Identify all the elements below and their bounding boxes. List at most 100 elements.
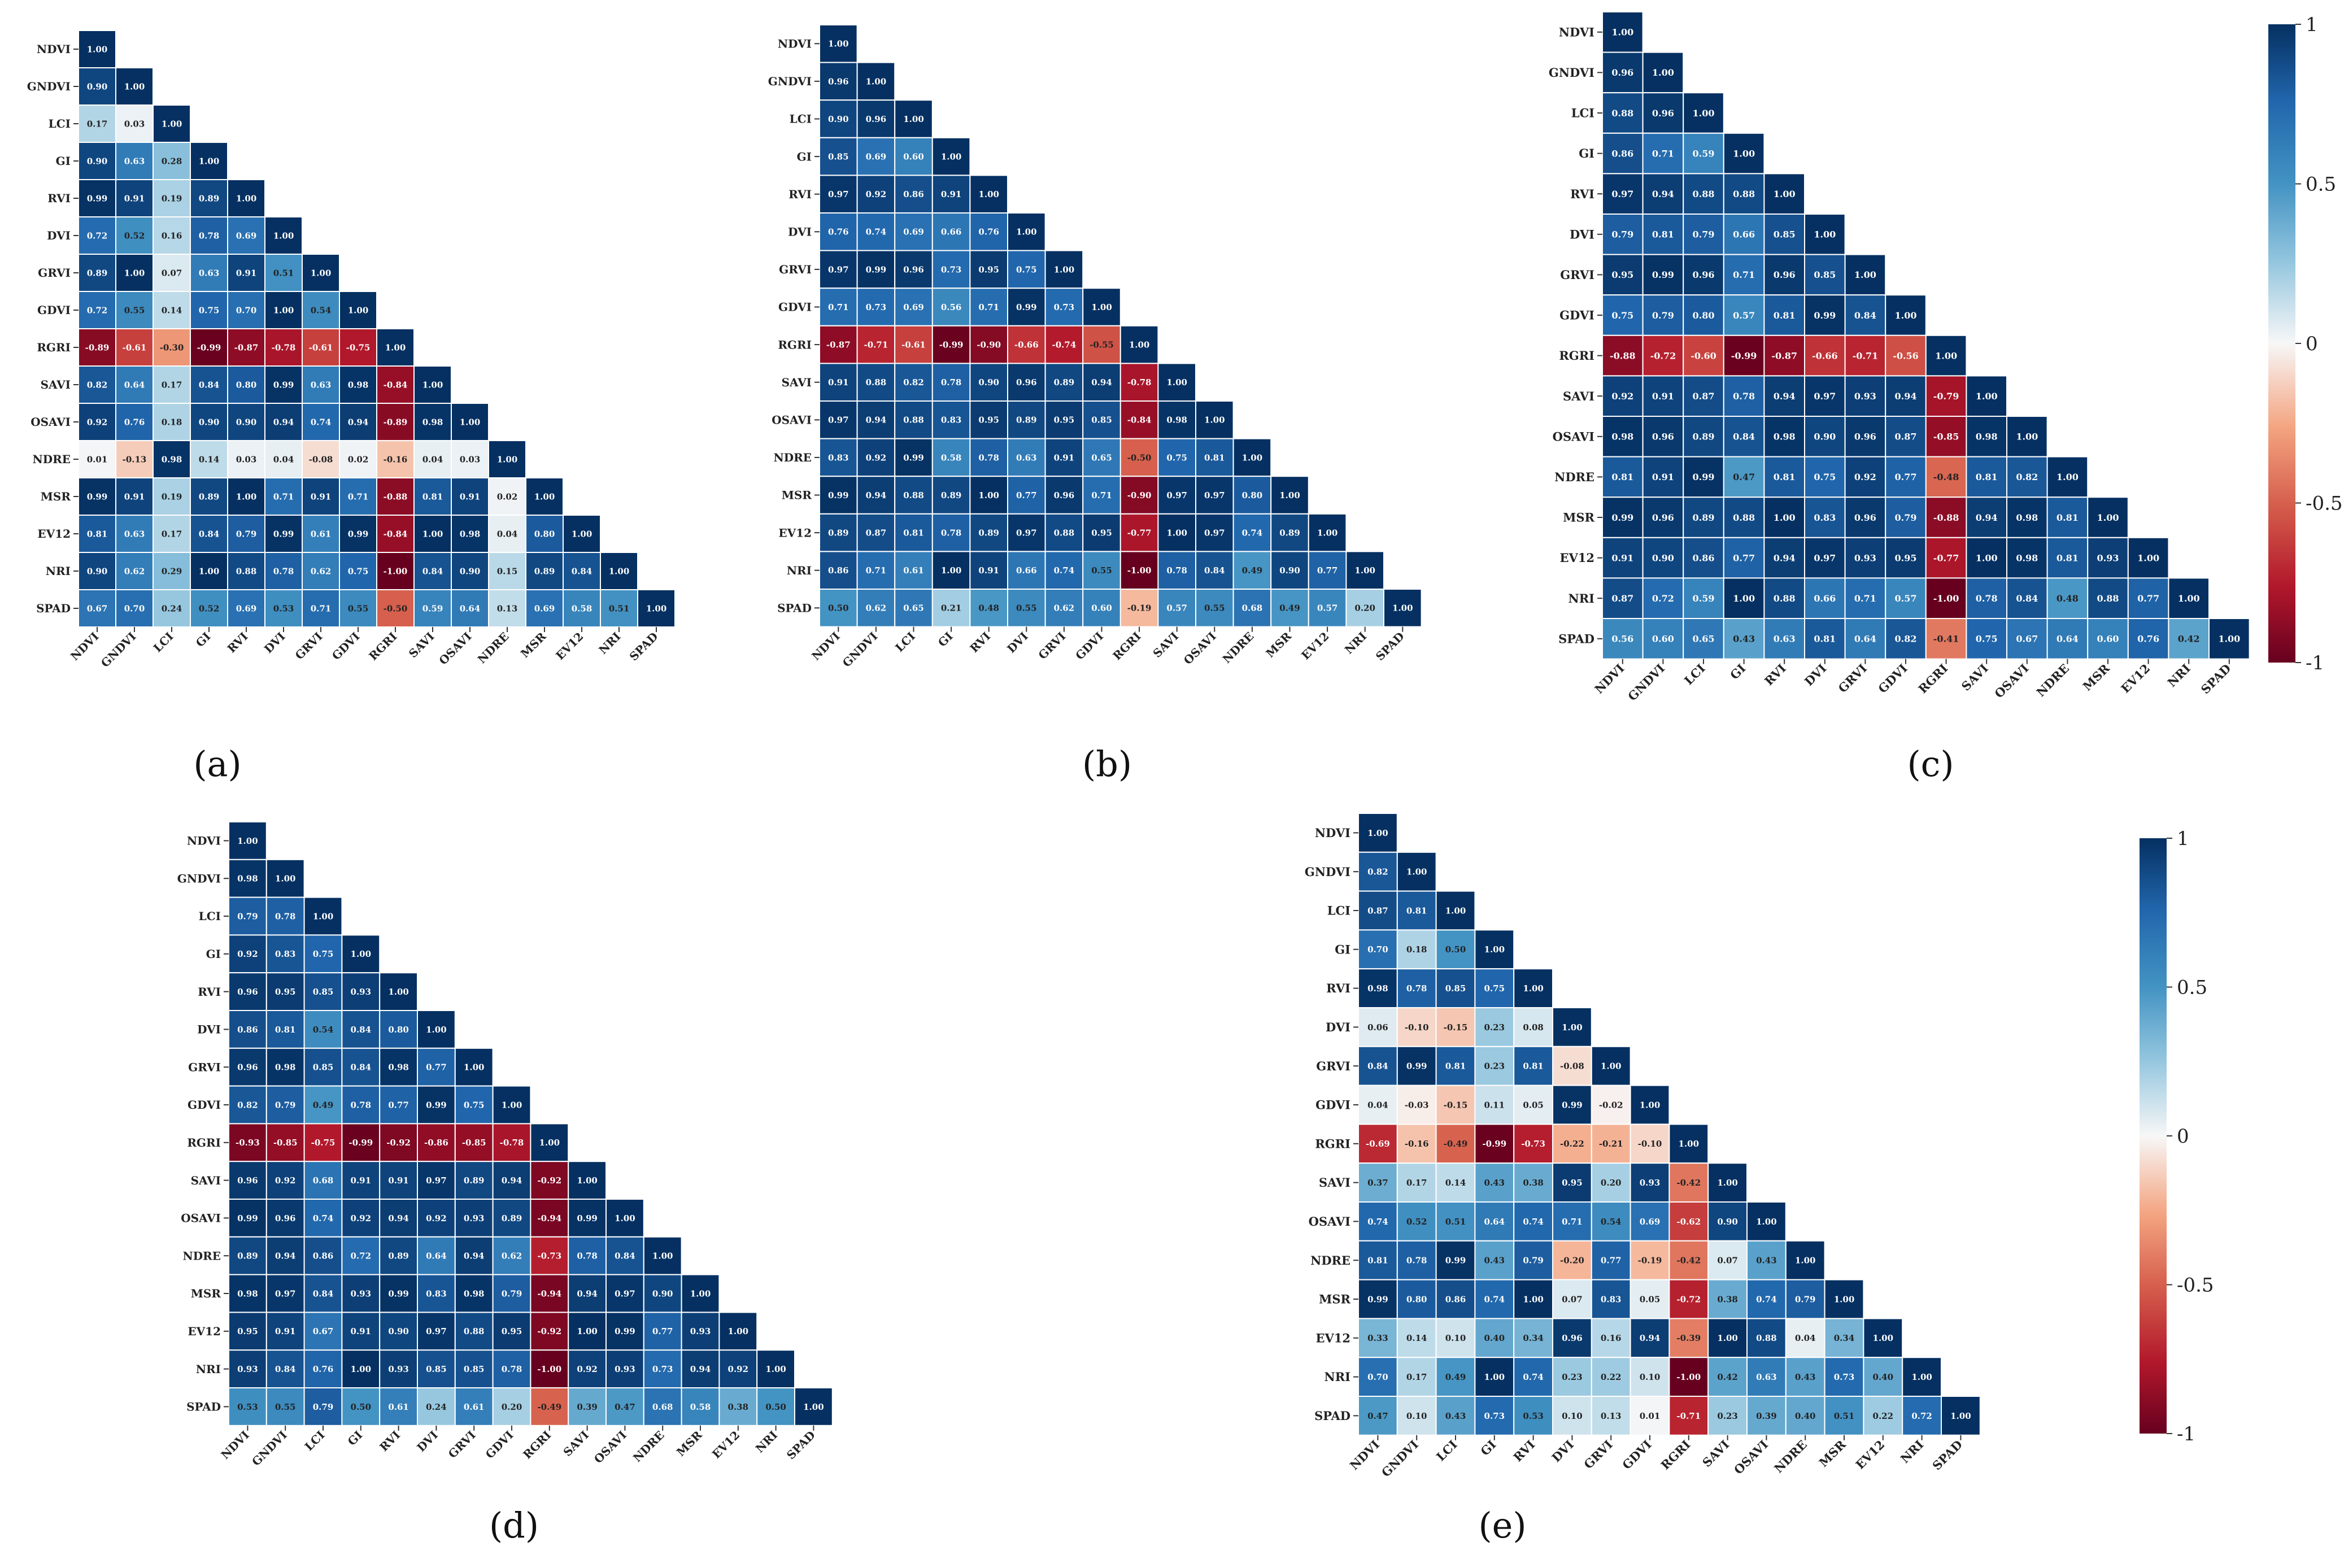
x-tick-label: GI xyxy=(193,630,214,650)
cell-value-label: -0.88 xyxy=(384,491,408,502)
heatmap-cell xyxy=(265,896,305,936)
cell-value-label: 0.88 xyxy=(903,490,924,500)
heatmap-cell xyxy=(1844,254,1886,296)
heatmap-cell xyxy=(265,1274,305,1313)
cell-value-label: -1.00 xyxy=(1676,1372,1701,1382)
cell-value-label: 0.96 xyxy=(1693,269,1715,280)
heatmap-cell xyxy=(1552,1357,1592,1397)
cell-value-label: -0.94 xyxy=(537,1288,561,1299)
cell-value-label: 0.86 xyxy=(237,1025,258,1035)
cell-value-label: 0.74 xyxy=(1523,1217,1544,1227)
heatmap-cell xyxy=(1746,1318,1787,1358)
cell-value-label: 0.95 xyxy=(1611,269,1633,280)
cell-value-label: 0.92 xyxy=(275,1175,296,1186)
cell-value-label: 0.38 xyxy=(1523,1178,1544,1188)
cell-value-label: 0.52 xyxy=(1406,1217,1427,1227)
cell-value-label: 0.77 xyxy=(652,1326,673,1336)
cell-value-label: 1.00 xyxy=(1242,452,1263,463)
cell-value-label: 0.37 xyxy=(1367,1178,1388,1188)
cell-value-label: 0.79 xyxy=(1523,1256,1544,1266)
x-tick-label: SAVI xyxy=(1959,661,1991,693)
heatmap-cell xyxy=(339,291,377,329)
x-tick-label: RGRI xyxy=(520,1428,554,1461)
heatmap-cell xyxy=(153,477,191,516)
heatmap-cell xyxy=(1925,577,1967,620)
cell-value-label: 0.53 xyxy=(273,603,294,613)
cell-value-label: 0.13 xyxy=(497,603,518,613)
heatmap-cell xyxy=(563,515,601,553)
heatmap-cell xyxy=(190,328,228,367)
cell-value-label: 0.99 xyxy=(903,452,924,463)
cell-value-label: 0.89 xyxy=(87,268,108,278)
heatmap-cell xyxy=(1007,400,1046,439)
heatmap-cell xyxy=(1804,577,1846,620)
cell-value-label: 1.00 xyxy=(1976,391,1998,402)
cell-value-label: 0.74 xyxy=(1756,1294,1777,1304)
cell-value-label: -0.02 xyxy=(1599,1100,1623,1110)
cell-value-label: 0.75 xyxy=(1016,264,1037,275)
y-tick-label: GNDVI xyxy=(768,75,812,88)
cell-value-label: 0.53 xyxy=(237,1402,258,1412)
y-tick-label: LCI xyxy=(790,112,812,126)
colorbar-gradient xyxy=(2268,24,2295,663)
cell-value-label: 0.96 xyxy=(866,114,887,124)
cell-value-label: 0.64 xyxy=(124,380,145,390)
colorbar-gradient xyxy=(2140,838,2167,1434)
heatmap-cell xyxy=(894,400,933,439)
cell-value-label: 0.17 xyxy=(162,380,182,390)
cell-value-label: 0.92 xyxy=(1854,472,1876,482)
heatmap-cell xyxy=(1763,618,1805,660)
cell-value-label: 0.98 xyxy=(162,454,182,464)
heatmap-cell xyxy=(2006,577,2048,620)
cell-value-label: 1.00 xyxy=(124,268,145,278)
heatmap-cell xyxy=(190,216,228,255)
cell-value-label: 0.97 xyxy=(1204,528,1225,538)
cell-value-label: 1.00 xyxy=(388,987,409,997)
cell-value-label: 0.23 xyxy=(1562,1372,1583,1382)
heatmap-cell xyxy=(1824,1318,1864,1358)
heatmap-cell xyxy=(1358,1279,1398,1319)
cell-value-label: 0.17 xyxy=(1406,1372,1427,1382)
cell-value-label: 0.63 xyxy=(1016,452,1037,463)
y-tick-label: SPAD xyxy=(36,602,71,615)
y-tick-label: EV12 xyxy=(1559,551,1594,565)
cell-value-label: 0.68 xyxy=(313,1175,334,1186)
cell-value-label: 0.02 xyxy=(497,491,518,502)
heatmap-cell xyxy=(228,934,267,974)
cell-value-label: 1.00 xyxy=(609,566,630,576)
heatmap-cell xyxy=(1082,589,1121,628)
cell-value-label: 0.69 xyxy=(903,302,924,312)
cell-value-label: 1.00 xyxy=(199,156,220,166)
heatmap-cell xyxy=(153,142,191,180)
cell-value-label: -0.75 xyxy=(346,342,371,352)
cell-value-label: 0.54 xyxy=(311,305,332,315)
cell-value-label: 0.76 xyxy=(828,227,849,237)
heatmap-cell xyxy=(1007,288,1046,326)
heatmap-cell xyxy=(1591,1279,1631,1319)
heatmap-cell xyxy=(969,325,1009,364)
x-tick-label: MSR xyxy=(518,629,549,660)
cell-value-label: -0.99 xyxy=(1731,350,1757,361)
heatmap-cell xyxy=(341,1236,381,1275)
heatmap-cell xyxy=(153,104,191,143)
panel-label: (a) xyxy=(193,743,241,785)
y-tick-label: EV12 xyxy=(778,526,812,539)
cell-value-label: 0.81 xyxy=(1814,634,1836,644)
heatmap-cell xyxy=(969,250,1009,289)
cell-value-label: 0.91 xyxy=(351,1326,372,1336)
heatmap-cell xyxy=(969,589,1009,628)
cell-value-label: 0.95 xyxy=(1895,552,1917,563)
heatmap-cell xyxy=(451,403,489,441)
cell-value-label: 0.94 xyxy=(1091,377,1112,387)
cell-value-label: 0.55 xyxy=(275,1402,296,1412)
cell-value-label: 0.92 xyxy=(237,949,258,959)
heatmap-cell xyxy=(525,589,564,628)
cell-value-label: 1.00 xyxy=(1756,1217,1777,1227)
heatmap-cell xyxy=(568,1349,607,1388)
cell-value-label: 0.49 xyxy=(313,1100,334,1110)
cell-value-label: 0.14 xyxy=(1406,1333,1427,1343)
heatmap-cell xyxy=(78,403,116,441)
heatmap-cell xyxy=(1552,1201,1592,1242)
cell-value-label: 0.97 xyxy=(615,1288,635,1299)
cell-value-label: 1.00 xyxy=(1814,229,1836,240)
